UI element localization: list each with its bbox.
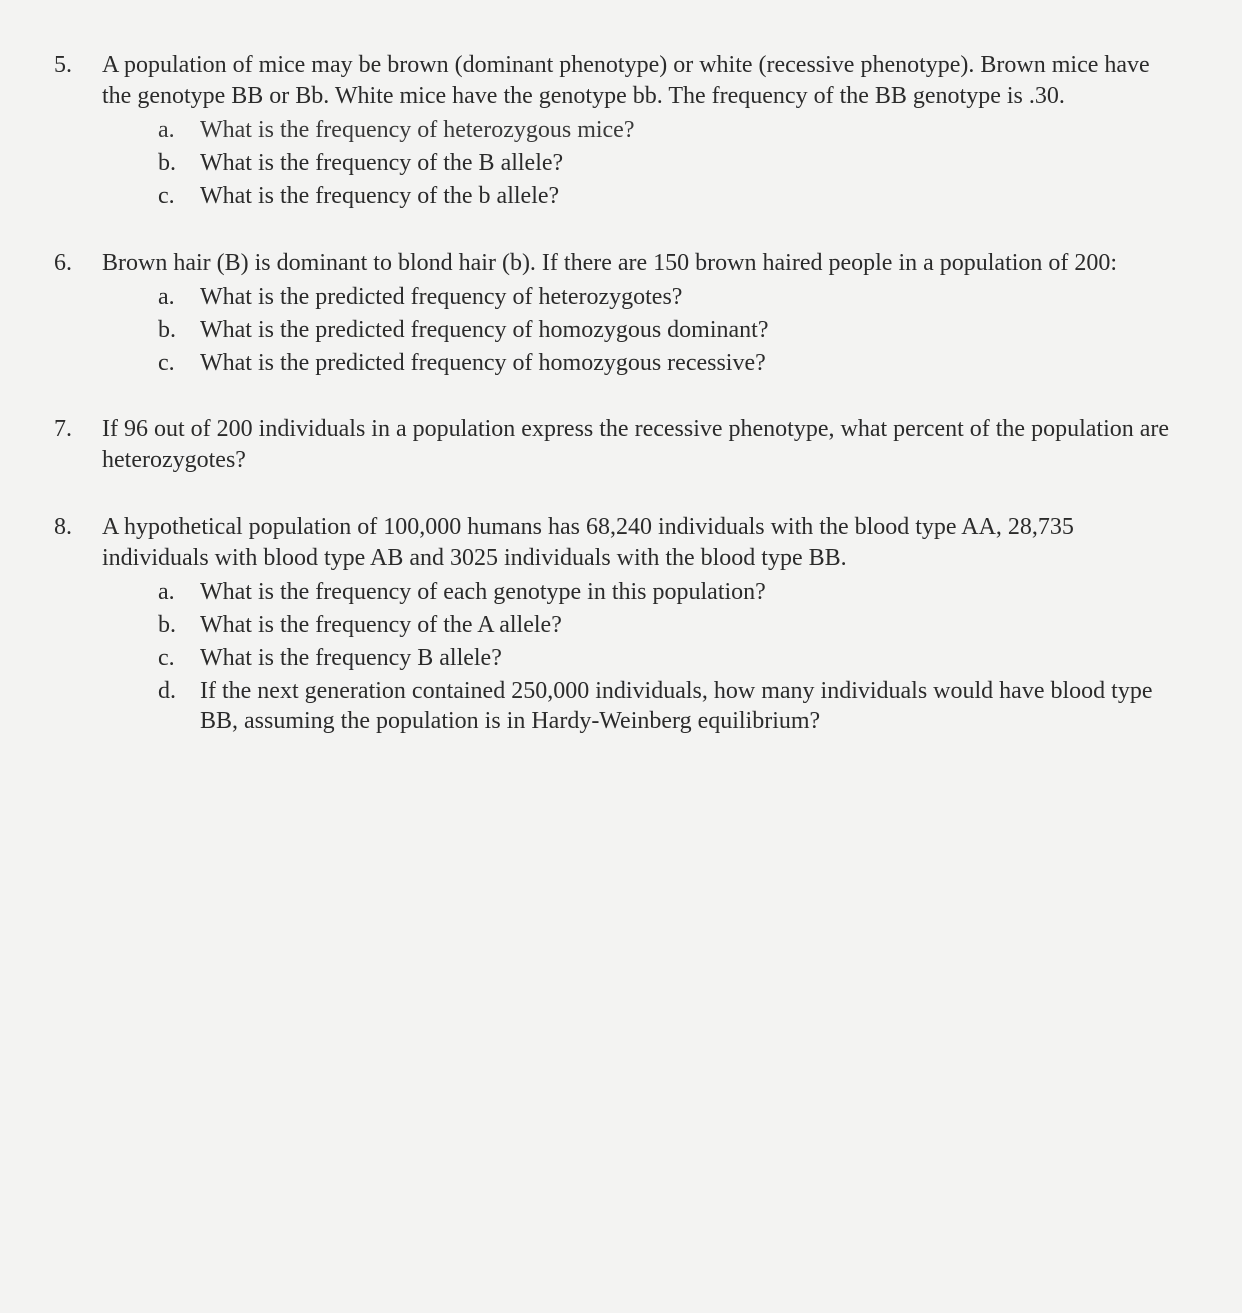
question-stem: Brown hair (B) is dominant to blond hair…: [102, 250, 1117, 276]
question-stem: If 96 out of 200 individuals in a popula…: [102, 416, 1169, 473]
sub-question-item: a. What is the frequency of heterozygous …: [158, 115, 1172, 146]
sub-question-text: What is the frequency of the A allele?: [200, 612, 562, 638]
sub-question-label: b.: [158, 148, 176, 179]
question-item: 6. Brown hair (B) is dominant to blond ha…: [50, 248, 1172, 379]
sub-question-label: b.: [158, 610, 176, 641]
sub-question-item: d. If the next generation contained 250,0…: [158, 676, 1172, 737]
sub-question-text: What is the predicted frequency of homoz…: [200, 317, 769, 343]
question-item: 7. If 96 out of 200 individuals in a popu…: [50, 414, 1172, 475]
sub-question-text: What is the frequency B allele?: [200, 645, 502, 671]
sub-question-label: b.: [158, 315, 176, 346]
question-number: 8.: [54, 512, 72, 543]
sub-question-item: b. What is the predicted frequency of hom…: [158, 315, 1172, 346]
question-number: 6.: [54, 248, 72, 279]
question-item: 5. A population of mice may be brown (dom…: [50, 50, 1172, 212]
sub-question-item: a. What is the frequency of each genotype…: [158, 577, 1172, 608]
question-item: 8. A hypothetical population of 100,000 h…: [50, 512, 1172, 737]
sub-question-label: a.: [158, 282, 175, 313]
sub-question-list: a. What is the predicted frequency of het…: [158, 282, 1172, 378]
sub-question-item: b. What is the frequency of the A allele?: [158, 610, 1172, 641]
sub-question-label: d.: [158, 676, 176, 707]
sub-question-text: What is the frequency of each genotype i…: [200, 579, 766, 605]
sub-question-label: c.: [158, 348, 175, 379]
sub-question-label: c.: [158, 181, 175, 212]
sub-question-list: a. What is the frequency of heterozygous …: [158, 115, 1172, 211]
sub-question-item: b. What is the frequency of the B allele?: [158, 148, 1172, 179]
sub-question-text: What is the predicted frequency of homoz…: [200, 350, 766, 376]
sub-question-item: c. What is the frequency of the b allele?: [158, 181, 1172, 212]
question-stem: A population of mice may be brown (domin…: [102, 52, 1150, 109]
question-stem: A hypothetical population of 100,000 hum…: [102, 514, 1074, 571]
sub-question-text: If the next generation contained 250,000…: [200, 678, 1152, 735]
question-number: 7.: [54, 414, 72, 445]
question-list: 5. A population of mice may be brown (dom…: [50, 50, 1172, 737]
sub-question-label: c.: [158, 643, 175, 674]
worksheet-page: 5. A population of mice may be brown (dom…: [0, 0, 1242, 1313]
sub-question-text: What is the frequency of the B allele?: [200, 150, 563, 176]
question-number: 5.: [54, 50, 72, 81]
sub-question-label: a.: [158, 577, 175, 608]
sub-question-text: What is the predicted frequency of heter…: [200, 284, 682, 310]
sub-question-list: a. What is the frequency of each genotype…: [158, 577, 1172, 737]
sub-question-item: c. What is the frequency B allele?: [158, 643, 1172, 674]
sub-question-text: What is the frequency of the b allele?: [200, 183, 559, 209]
sub-question-text: What is the frequency of heterozygous mi…: [200, 117, 634, 143]
sub-question-item: c. What is the predicted frequency of hom…: [158, 348, 1172, 379]
sub-question-item: a. What is the predicted frequency of het…: [158, 282, 1172, 313]
sub-question-label: a.: [158, 115, 175, 146]
